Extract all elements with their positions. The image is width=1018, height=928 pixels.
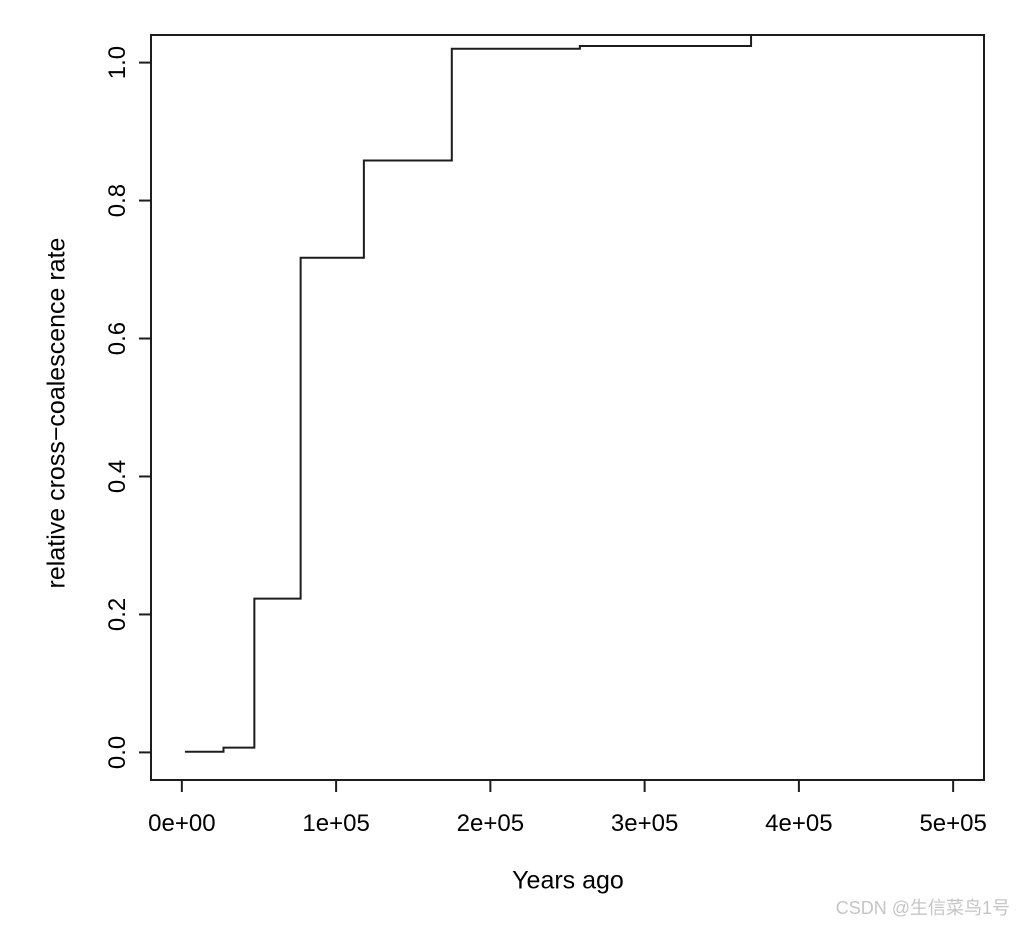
ccr-step-line bbox=[184, 35, 753, 753]
y-axis-title: relative cross−coalescence rate bbox=[42, 237, 71, 589]
x-tick-label: 0e+00 bbox=[148, 810, 215, 837]
y-tick-label: 0.0 bbox=[104, 736, 131, 769]
x-tick-label: 5e+05 bbox=[919, 810, 986, 837]
y-tick-label: 0.6 bbox=[104, 322, 131, 355]
x-tick-label: 2e+05 bbox=[457, 810, 524, 837]
y-tick-label: 0.8 bbox=[104, 184, 131, 217]
plot-box bbox=[150, 34, 985, 781]
y-tick-label: 1.0 bbox=[104, 46, 131, 79]
x-tick-label: 3e+05 bbox=[611, 810, 678, 837]
watermark: CSDN @生信菜鸟1号 bbox=[835, 898, 1010, 918]
x-tick-label: 1e+05 bbox=[302, 810, 369, 837]
y-tick-label: 0.4 bbox=[104, 460, 131, 493]
x-tick-label: 4e+05 bbox=[765, 810, 832, 837]
y-tick-label: 0.2 bbox=[104, 598, 131, 631]
x-axis-title: Years ago bbox=[512, 866, 624, 895]
